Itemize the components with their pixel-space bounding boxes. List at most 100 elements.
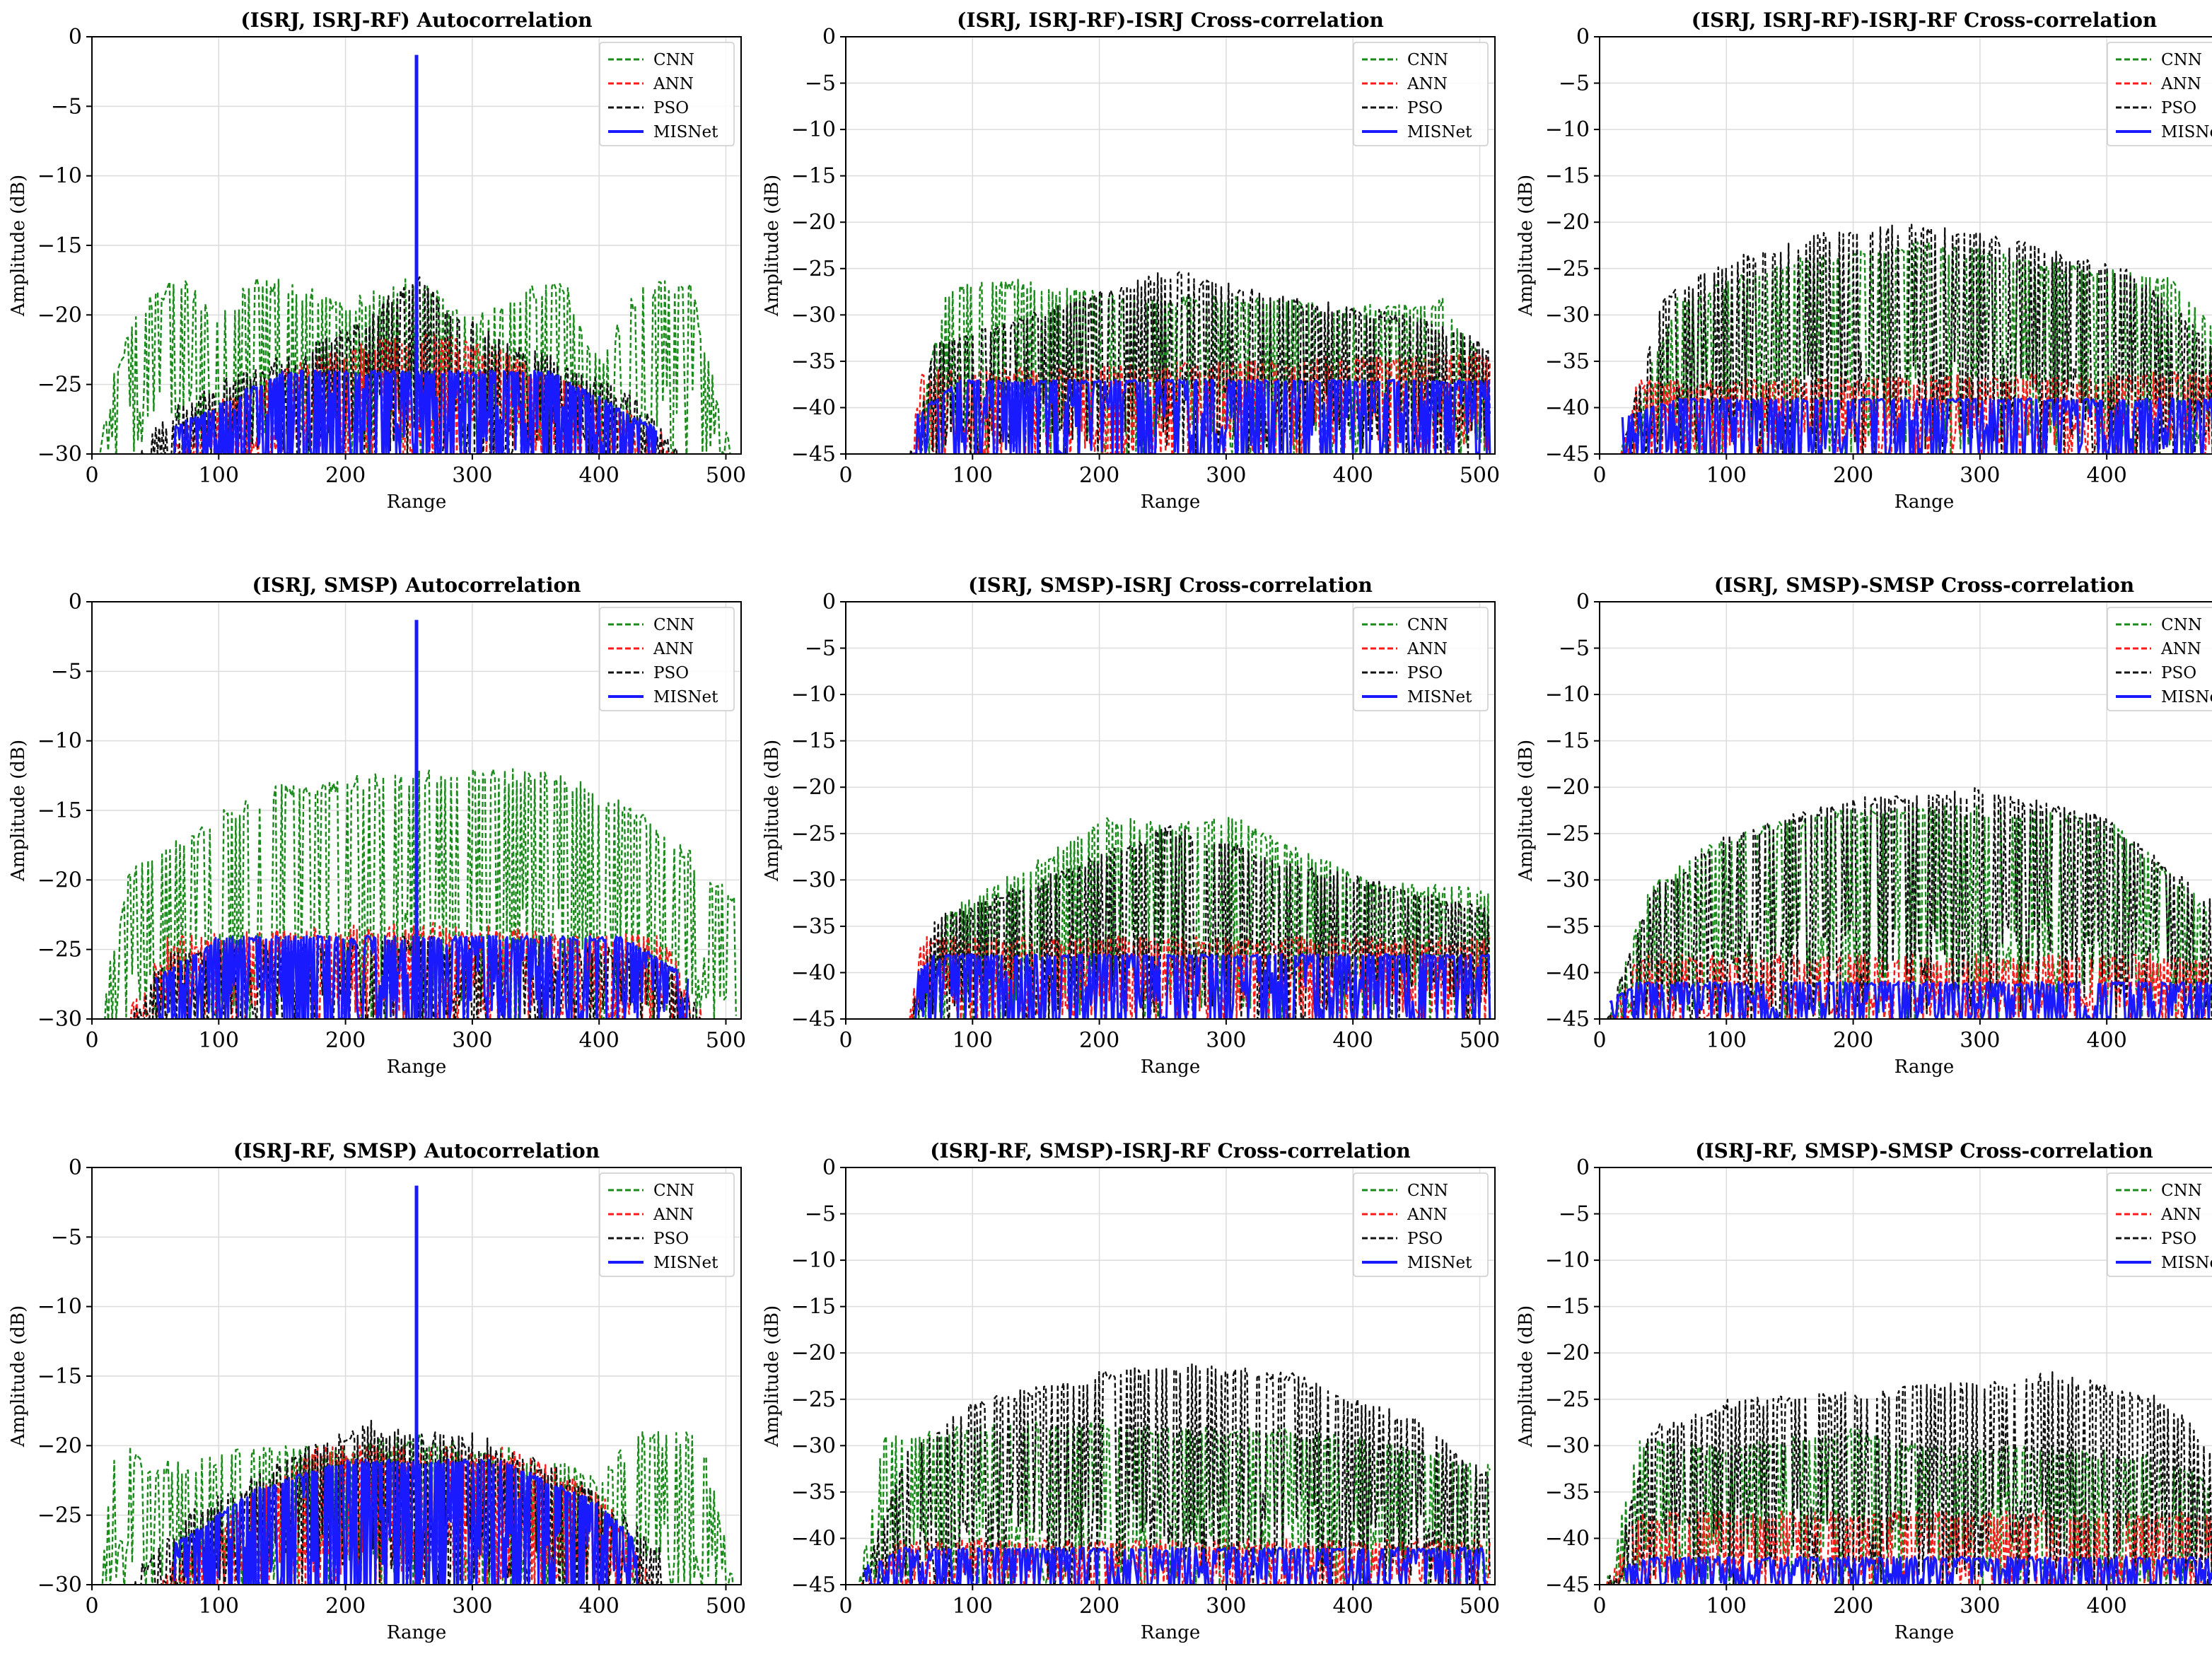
legend: CNN ANN PSO MISNet (599, 607, 735, 711)
legend-label-ann: ANN (653, 75, 694, 93)
legend-label-ann: ANN (1407, 75, 1448, 93)
x-tick-label: 200 (325, 1028, 366, 1053)
y-tick-label: −40 (1545, 960, 1590, 985)
x-tick-label: 200 (1079, 1028, 1119, 1053)
y-tick-label: −30 (791, 303, 836, 327)
series-pso-line (909, 271, 1491, 454)
y-tick-label: −45 (1545, 442, 1590, 467)
y-tick-label: −40 (791, 960, 836, 985)
axes-frame (845, 36, 1496, 455)
y-tick-label: −30 (37, 1573, 82, 1597)
x-tick-label: 100 (199, 463, 239, 488)
legend-label-cnn: CNN (653, 51, 694, 69)
x-tick-label: 300 (1960, 463, 2000, 488)
legend-label-pso: PSO (2161, 664, 2196, 682)
x-tick-label: 0 (839, 1594, 852, 1619)
x-axis-label: Range (1894, 491, 1954, 513)
x-tick-label: 0 (85, 463, 98, 488)
x-tick-label: 400 (1333, 1594, 1373, 1619)
y-tick-label: −5 (805, 636, 836, 661)
y-tick-label: −15 (791, 729, 836, 754)
series-misnet-line (1624, 1556, 2212, 1585)
y-tick-label: −25 (1545, 1387, 1590, 1412)
y-tick-label: −45 (791, 442, 836, 467)
y-tick-label: −10 (37, 1295, 82, 1320)
y-axis-label: Amplitude (dB) (8, 740, 29, 882)
legend-box (2107, 1172, 2212, 1277)
x-tick-label: 0 (85, 1594, 98, 1619)
y-tick-label: −20 (791, 1341, 836, 1365)
y-tick-label: −30 (37, 1007, 82, 1032)
plot-area (1606, 1371, 2212, 1585)
x-tick-label: 0 (1593, 1028, 1606, 1053)
y-tick-label: −45 (791, 1573, 836, 1597)
legend-box (599, 42, 735, 146)
x-tick-label: 200 (325, 463, 366, 488)
y-axis-label: Amplitude (dB) (762, 1305, 783, 1448)
series-misnet-line (173, 1458, 639, 1585)
legend-label-pso: PSO (653, 99, 689, 117)
plot-area (99, 54, 731, 454)
y-tick-label: −5 (805, 1202, 836, 1227)
legend-box (1353, 1172, 1489, 1277)
legend-label-misnet: MISNet (653, 688, 718, 706)
y-tick-label: −30 (37, 442, 82, 467)
series-misnet-line (173, 369, 658, 454)
axes-frame (1599, 36, 2212, 455)
y-tick-label: −35 (791, 349, 836, 374)
x-tick-label: 300 (1960, 1594, 2000, 1619)
y-tick-label: 0 (69, 1155, 82, 1180)
series-ann-line (861, 1537, 1491, 1585)
y-tick-label: −15 (37, 798, 82, 823)
y-tick-label: −45 (1545, 1573, 1590, 1597)
y-tick-label: −10 (791, 117, 836, 142)
y-tick-label: −20 (1545, 210, 1590, 235)
x-tick-label: 300 (1206, 1594, 1246, 1619)
x-axis-label: Range (1894, 1056, 1954, 1078)
legend-box (1353, 42, 1489, 146)
y-tick-label: 0 (69, 25, 82, 49)
legend-label-ann: ANN (2160, 640, 2201, 658)
x-tick-label: 400 (2087, 463, 2127, 488)
y-tick-label: −25 (791, 1387, 836, 1412)
y-tick-label: −35 (791, 914, 836, 939)
y-tick-label: 0 (1576, 1155, 1590, 1180)
legend-label-ann: ANN (1407, 1206, 1448, 1224)
subplot-title: (ISRJ, SMSP) Autocorrelation (252, 573, 581, 597)
subplot-2: 0 100 200 300 400 500 0 −5 −10 −15 −20 −25 −30 −35 −40… (762, 8, 1500, 513)
x-tick-label: 300 (1960, 1028, 2000, 1053)
x-tick-label: 300 (1206, 1028, 1246, 1053)
plot-area (1620, 223, 2212, 454)
legend: CNN ANN PSO MISNet (599, 1172, 735, 1277)
x-tick-label: 400 (579, 1594, 619, 1619)
y-tick-label: −10 (1545, 1248, 1590, 1273)
subplot-title: (ISRJ, ISRJ-RF)-ISRJ-RF Cross-correlatio… (1692, 8, 2158, 32)
series-misnet-line (912, 378, 1491, 454)
x-axis-label: Range (387, 1622, 446, 1643)
legend-label-cnn: CNN (653, 616, 694, 634)
axes-frame (1599, 1167, 2212, 1585)
legend-box (599, 607, 735, 711)
legend-label-cnn: CNN (2161, 616, 2202, 634)
y-tick-label: −35 (1545, 1480, 1590, 1505)
y-tick-label: −20 (37, 868, 82, 892)
x-tick-label: 400 (2087, 1594, 2127, 1619)
y-tick-label: −15 (1545, 729, 1590, 754)
x-tick-label: 100 (953, 463, 993, 488)
y-tick-label: −40 (791, 395, 836, 420)
legend-label-cnn: CNN (1407, 1182, 1448, 1200)
legend-label-pso: PSO (1407, 664, 1443, 682)
legend-label-misnet: MISNet (1407, 688, 1472, 706)
y-tick-label: −20 (37, 303, 82, 327)
series-misnet-line (1621, 397, 2212, 454)
legend-label-misnet: MISNet (2161, 688, 2212, 706)
series-misnet-line (1609, 981, 2212, 1019)
legend-label-cnn: CNN (1407, 616, 1448, 634)
series-ann-line (1620, 371, 2212, 454)
y-tick-label: −20 (791, 210, 836, 235)
subplot-title: (ISRJ-RF, SMSP)-ISRJ-RF Cross-correlatio… (930, 1139, 1411, 1163)
legend-label-misnet: MISNet (2161, 1254, 2212, 1272)
legend-label-ann: ANN (2160, 1206, 2201, 1224)
x-tick-label: 200 (1833, 1594, 1873, 1619)
y-tick-label: −10 (37, 164, 82, 189)
